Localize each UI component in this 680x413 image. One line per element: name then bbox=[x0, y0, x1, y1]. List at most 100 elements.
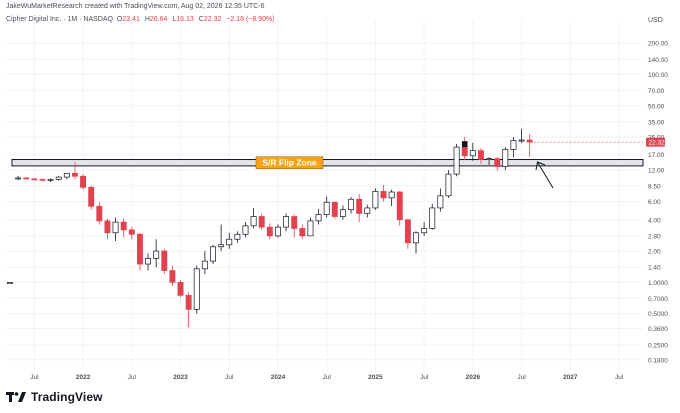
candle-body bbox=[372, 191, 379, 209]
high-value: 26.64 bbox=[149, 16, 168, 23]
price-tick-label: 140.00 bbox=[648, 57, 668, 64]
tradingview-logo-icon bbox=[6, 391, 26, 403]
candle-body bbox=[177, 282, 184, 296]
candle-body bbox=[388, 191, 395, 199]
price-tick-label: 35.00 bbox=[648, 119, 665, 126]
candle-body bbox=[486, 158, 493, 160]
candle-body bbox=[494, 158, 501, 167]
price-tick-label: 1.40 bbox=[648, 265, 661, 272]
candle-body bbox=[47, 178, 54, 181]
candle-body bbox=[145, 258, 151, 265]
candle-body bbox=[331, 201, 338, 217]
zone-label-bg bbox=[255, 156, 324, 169]
candle-body bbox=[15, 177, 22, 180]
candle-body bbox=[250, 216, 257, 227]
candle-body bbox=[478, 150, 484, 160]
arrow-annotation-line bbox=[537, 162, 554, 189]
candle-body bbox=[437, 195, 444, 209]
candle-body bbox=[161, 250, 168, 271]
candle-body bbox=[445, 173, 452, 197]
candle-body bbox=[413, 232, 419, 244]
candle-body bbox=[7, 282, 13, 284]
candles-layer bbox=[7, 128, 533, 328]
time-axis: Jul 2022 Jul 2023 Jul 2024 Jul 2025 Jul 2026 Jul 20… bbox=[30, 374, 624, 381]
price-tick-label: 6.00 bbox=[648, 199, 661, 206]
candle-body bbox=[307, 220, 314, 237]
candle-body bbox=[380, 191, 387, 199]
price-tick-label: 0.2500 bbox=[648, 342, 668, 349]
time-tick-label: 2025 bbox=[368, 374, 383, 381]
candle-body bbox=[275, 226, 281, 237]
time-tick-label: Jul bbox=[128, 374, 137, 381]
candle-body bbox=[39, 178, 46, 181]
candle-body bbox=[112, 221, 119, 234]
symbol-info: Cipher Digital Inc. · 1M · NASDAQ bbox=[6, 16, 113, 23]
time-tick-label: Jul bbox=[615, 374, 624, 381]
low-label: L bbox=[172, 16, 177, 23]
candle-body bbox=[226, 238, 233, 246]
candle-body bbox=[201, 260, 208, 270]
price-tick-label: 100.00 bbox=[648, 72, 668, 79]
price-tick-label: 200.00 bbox=[648, 41, 668, 48]
candle-body bbox=[242, 225, 249, 235]
annotation-layer: 22.32 S/R Flip Zone bbox=[255, 137, 666, 189]
candle-body bbox=[72, 172, 78, 177]
time-tick-label: Jul bbox=[323, 374, 332, 381]
candle-body bbox=[356, 198, 363, 214]
candle-body bbox=[510, 140, 517, 150]
price-tick-label: 2.80 bbox=[648, 233, 661, 240]
candle-body bbox=[210, 246, 216, 262]
price-tick-label: 0.5000 bbox=[648, 311, 668, 318]
time-tick-label: Jul bbox=[225, 374, 234, 381]
candle-body bbox=[323, 201, 330, 215]
last-price-tag-bg bbox=[646, 137, 665, 147]
time-tick-label: 2024 bbox=[271, 374, 286, 381]
candle-body bbox=[128, 229, 135, 235]
candle-body bbox=[153, 250, 160, 259]
candle-body bbox=[23, 177, 30, 180]
close-value: 22.32 bbox=[203, 16, 222, 23]
candle-body bbox=[421, 228, 428, 234]
candle-body bbox=[80, 175, 87, 188]
price-axis: 200.00140.00100.0070.0050.0035.0025.0017… bbox=[648, 41, 668, 365]
open-value: 23.41 bbox=[122, 16, 140, 23]
sr-flip-zone bbox=[11, 159, 644, 167]
footer: TradingView bbox=[6, 388, 103, 406]
price-tick-label: 50.00 bbox=[648, 103, 665, 110]
low-value: 16.13 bbox=[176, 16, 194, 23]
brand-name: TradingView bbox=[31, 390, 103, 404]
candle-body bbox=[364, 207, 371, 214]
candle-body bbox=[283, 216, 290, 228]
candle-body bbox=[315, 214, 322, 222]
time-tick-label: 2026 bbox=[466, 374, 481, 381]
time-tick-label: Jul bbox=[30, 374, 39, 381]
arrow-annotation-head bbox=[535, 161, 546, 171]
candle-body bbox=[396, 191, 403, 221]
candle-body bbox=[469, 150, 476, 157]
zone-label-text: S/R Flip Zone bbox=[262, 158, 317, 168]
price-tick-label: 12.00 bbox=[648, 168, 665, 175]
candle-body bbox=[193, 268, 200, 310]
last-price-tag: 22.32 bbox=[649, 140, 666, 147]
candle-body bbox=[404, 219, 411, 244]
candle-body bbox=[299, 228, 306, 237]
price-tick-label: 4.00 bbox=[648, 217, 661, 224]
candle-body bbox=[120, 221, 127, 231]
time-tick-label: 2022 bbox=[76, 374, 91, 381]
candle-body bbox=[234, 233, 241, 240]
candle-body bbox=[453, 146, 460, 175]
candle-body bbox=[96, 205, 103, 222]
candle-body bbox=[218, 244, 225, 248]
chart-grid bbox=[6, 20, 643, 370]
high-label: H bbox=[144, 16, 150, 23]
candle-body bbox=[31, 178, 38, 181]
candle-body bbox=[55, 176, 62, 180]
candle-body bbox=[63, 172, 70, 178]
price-tick-label: 0.7000 bbox=[648, 296, 668, 303]
time-tick-label: 2023 bbox=[173, 374, 188, 381]
price-tick-label: 70.00 bbox=[648, 88, 665, 95]
time-tick-label: 2027 bbox=[563, 374, 578, 381]
price-tick-label: 17.00 bbox=[648, 152, 665, 159]
time-tick-label: Jul bbox=[420, 374, 429, 381]
